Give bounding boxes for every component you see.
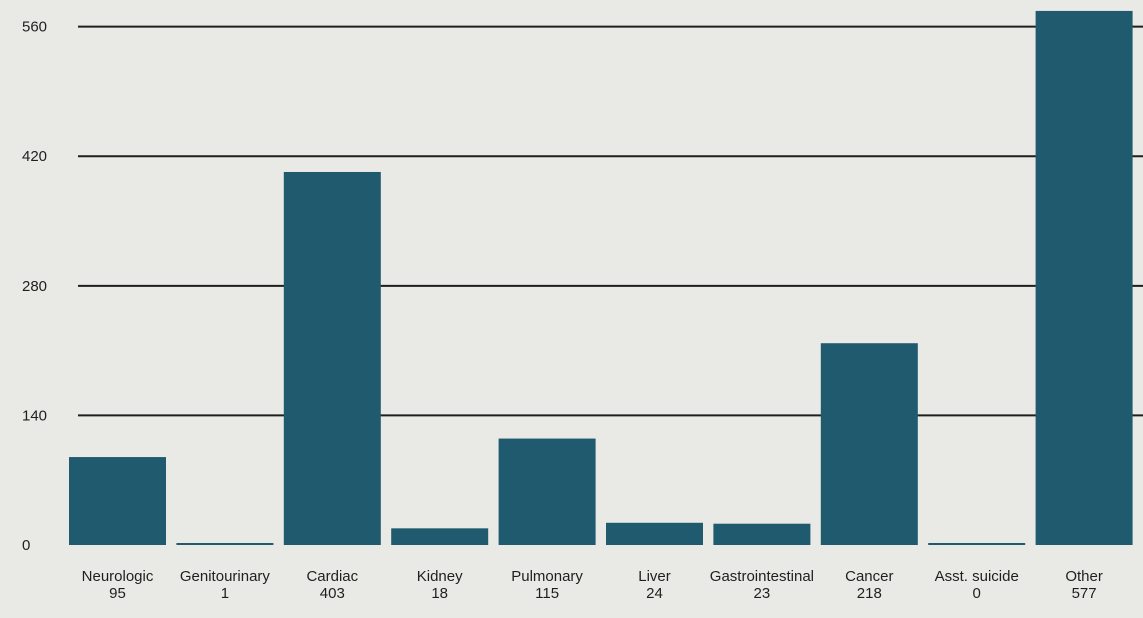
bar-asst-suicide xyxy=(928,543,1026,545)
bars xyxy=(69,10,1133,546)
y-tick-label: 140 xyxy=(22,407,47,424)
x-value-label: 115 xyxy=(535,585,559,602)
y-tick-label: 560 xyxy=(22,19,47,36)
bar-cardiac xyxy=(283,171,381,545)
bar-cancer xyxy=(820,343,918,545)
bar-liver xyxy=(606,522,703,545)
x-category-label: Other xyxy=(1065,568,1103,585)
x-category-label: Liver xyxy=(638,568,671,585)
x-category-label: Pulmonary xyxy=(511,568,583,585)
bar-pulmonary xyxy=(498,438,596,545)
x-value-label: 1 xyxy=(221,585,229,602)
x-value-label: 577 xyxy=(1072,585,1097,602)
x-category-label: Cancer xyxy=(845,568,893,585)
x-category-label: Genitourinary xyxy=(180,568,271,585)
x-category-label: Asst. suicide xyxy=(935,568,1019,585)
bar-other xyxy=(1035,10,1133,546)
x-category-label: Neurologic xyxy=(82,568,154,585)
x-value-label: 24 xyxy=(646,585,663,602)
bar-kidney xyxy=(391,528,489,545)
x-category-label: Cardiac xyxy=(306,568,358,585)
y-axis-ticks: 0 140 280 420 560 xyxy=(22,19,47,554)
bar-gastrointestinal xyxy=(713,523,811,545)
x-value-label: 403 xyxy=(320,585,345,602)
x-value-label: 218 xyxy=(857,585,882,602)
x-value-label: 23 xyxy=(754,585,771,602)
y-tick-label: 0 xyxy=(22,537,30,554)
x-category-label: Gastrointestinal xyxy=(710,568,814,585)
y-tick-label: 280 xyxy=(22,278,47,295)
bar-genitourinary xyxy=(176,543,274,545)
bar-neurologic xyxy=(69,457,166,545)
x-category-label: Kidney xyxy=(417,568,463,585)
x-value-label: 18 xyxy=(431,585,448,602)
y-tick-label: 420 xyxy=(22,148,47,165)
x-value-label: 95 xyxy=(109,585,126,602)
x-value-label: 0 xyxy=(973,585,981,602)
gridlines xyxy=(78,25,1143,417)
